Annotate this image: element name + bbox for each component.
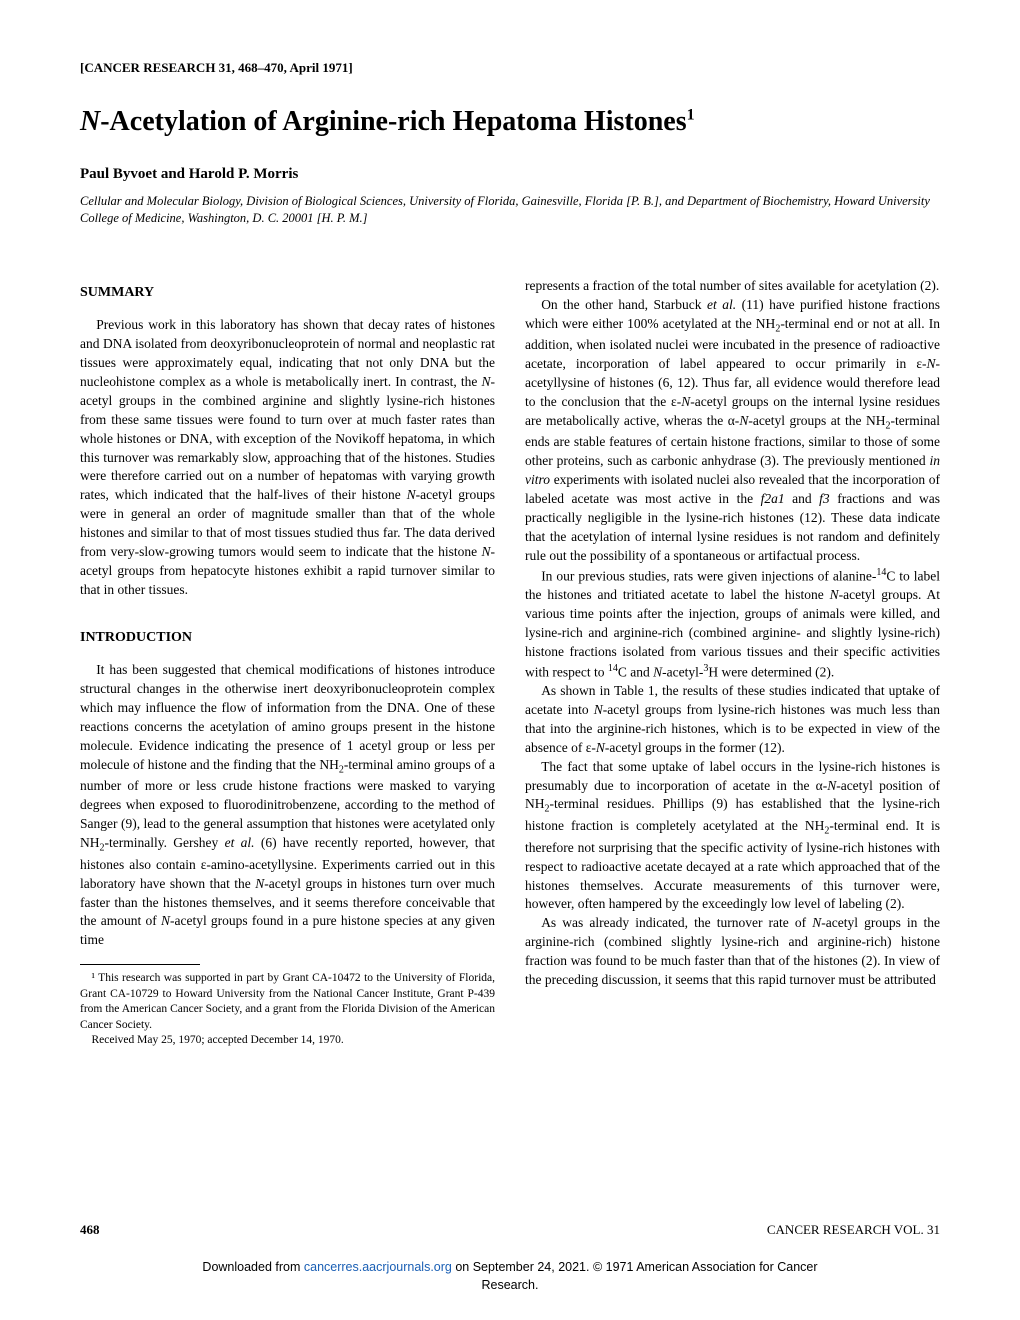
- article-title: N-Acetylation of Arginine-rich Hepatoma …: [80, 106, 940, 138]
- summary-heading: SUMMARY: [80, 283, 495, 303]
- footnote-separator: [80, 964, 200, 965]
- download-line2: Research.: [482, 1278, 539, 1292]
- affiliation: Cellular and Molecular Biology, Division…: [80, 193, 940, 227]
- introduction-heading: INTRODUCTION: [80, 628, 495, 648]
- journal-reference: [CANCER RESEARCH 31, 468–470, April 1971…: [80, 60, 940, 76]
- right-paragraph-2: On the other hand, Starbuck et al. (11) …: [525, 296, 940, 566]
- intro-paragraph-1: It has been suggested that chemical modi…: [80, 661, 495, 950]
- right-paragraph-4: As shown in Table 1, the results of thes…: [525, 682, 940, 758]
- page-number: 468: [80, 1222, 100, 1238]
- right-paragraph-3: In our previous studies, rats were given…: [525, 566, 940, 682]
- two-column-body: SUMMARY Previous work in this laboratory…: [80, 277, 940, 1049]
- title-footnote-ref: 1: [687, 107, 695, 124]
- download-link[interactable]: cancerres.aacrjournals.org: [304, 1260, 452, 1274]
- title-text: -Acetylation of Arginine-rich Hepatoma H…: [100, 106, 686, 137]
- page-footer: 468 CANCER RESEARCH VOL. 31: [80, 1222, 940, 1238]
- download-mid: on September 24, 2021. © 1971 American A…: [452, 1260, 818, 1274]
- right-column: represents a fraction of the total numbe…: [525, 277, 940, 1049]
- download-prefix: Downloaded from: [202, 1260, 303, 1274]
- right-paragraph-1: represents a fraction of the total numbe…: [525, 277, 940, 296]
- footnote-1: ¹ This research was supported in part by…: [80, 971, 495, 1033]
- right-paragraph-5: The fact that some uptake of label occur…: [525, 758, 940, 915]
- journal-footer-name: CANCER RESEARCH VOL. 31: [767, 1222, 940, 1238]
- authors: Paul Byvoet and Harold P. Morris: [80, 166, 940, 183]
- left-column: SUMMARY Previous work in this laboratory…: [80, 277, 495, 1049]
- summary-paragraph: Previous work in this laboratory has sho…: [80, 316, 495, 599]
- title-italic-prefix: N: [80, 106, 100, 137]
- right-paragraph-6: As was already indicated, the turnover r…: [525, 914, 940, 990]
- download-notice: Downloaded from cancerres.aacrjournals.o…: [0, 1259, 1020, 1294]
- footnote-2: Received May 25, 1970; accepted December…: [80, 1033, 495, 1049]
